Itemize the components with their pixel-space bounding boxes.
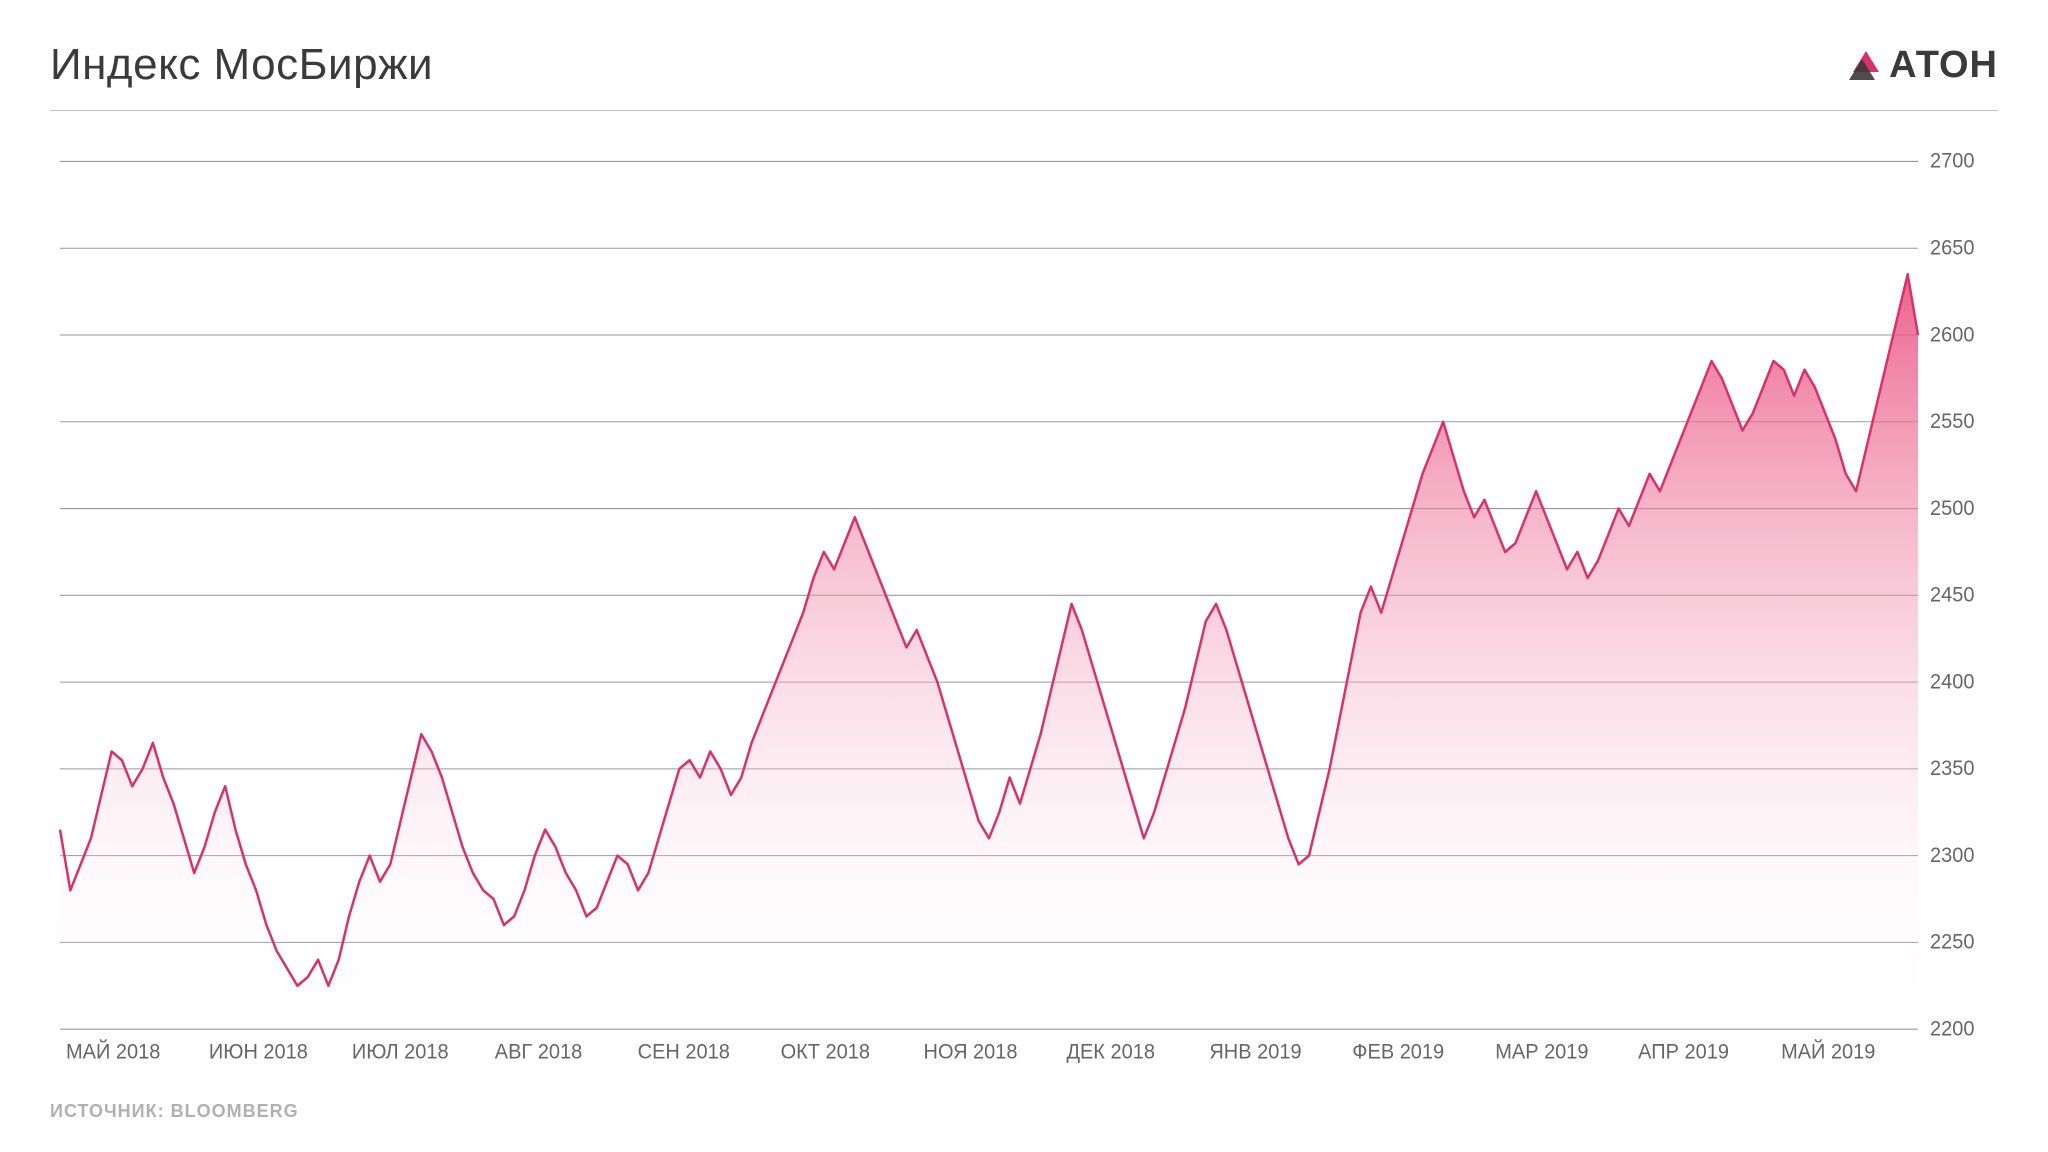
svg-text:2600: 2600: [1930, 323, 1974, 347]
svg-text:2400: 2400: [1930, 670, 1974, 694]
svg-text:2550: 2550: [1930, 410, 1974, 434]
page-title: Индекс МосБиржи: [50, 40, 433, 90]
svg-text:МАЙ 2018: МАЙ 2018: [66, 1039, 160, 1064]
svg-text:2250: 2250: [1930, 930, 1974, 954]
svg-text:АВГ 2018: АВГ 2018: [495, 1040, 582, 1064]
svg-text:2500: 2500: [1930, 496, 1974, 520]
svg-text:НОЯ 2018: НОЯ 2018: [924, 1040, 1018, 1064]
svg-text:ДЕК 2018: ДЕК 2018: [1066, 1040, 1154, 1064]
svg-text:2350: 2350: [1930, 757, 1974, 781]
svg-text:2200: 2200: [1930, 1017, 1974, 1041]
svg-text:ЯНВ 2019: ЯНВ 2019: [1209, 1040, 1301, 1064]
svg-text:ИЮЛ 2018: ИЮЛ 2018: [352, 1040, 449, 1064]
chart-area: 2200 2250 2300 2350 2400 2450 2500 2550 2600 2650…: [50, 151, 1998, 1071]
svg-text:ОКТ 2018: ОКТ 2018: [781, 1040, 870, 1064]
source-footer: ИСТОЧНИК: BLOOMBERG: [50, 1101, 1998, 1122]
svg-text:ФЕВ 2019: ФЕВ 2019: [1352, 1040, 1444, 1064]
svg-text:АПР 2019: АПР 2019: [1638, 1040, 1729, 1064]
svg-text:ИЮН 2018: ИЮН 2018: [209, 1040, 308, 1064]
line-chart: 2200 2250 2300 2350 2400 2450 2500 2550 2600 2650…: [50, 151, 1998, 1071]
svg-text:МАЙ 2019: МАЙ 2019: [1781, 1039, 1875, 1064]
logo-icon: [1849, 47, 1883, 83]
svg-text:2700: 2700: [1930, 151, 1974, 173]
logo-text: АТОН: [1889, 44, 1998, 87]
logo: АТОН: [1849, 44, 1998, 87]
chart-container: Индекс МосБиржи АТОН 2200 2250 2300 2350 240…: [0, 0, 2048, 1152]
svg-text:СЕН 2018: СЕН 2018: [638, 1040, 730, 1064]
svg-text:МАР 2019: МАР 2019: [1495, 1040, 1588, 1064]
svg-text:2650: 2650: [1930, 236, 1974, 260]
svg-text:2300: 2300: [1930, 844, 1974, 868]
svg-text:2450: 2450: [1930, 583, 1974, 607]
header: Индекс МосБиржи АТОН: [50, 40, 1998, 111]
